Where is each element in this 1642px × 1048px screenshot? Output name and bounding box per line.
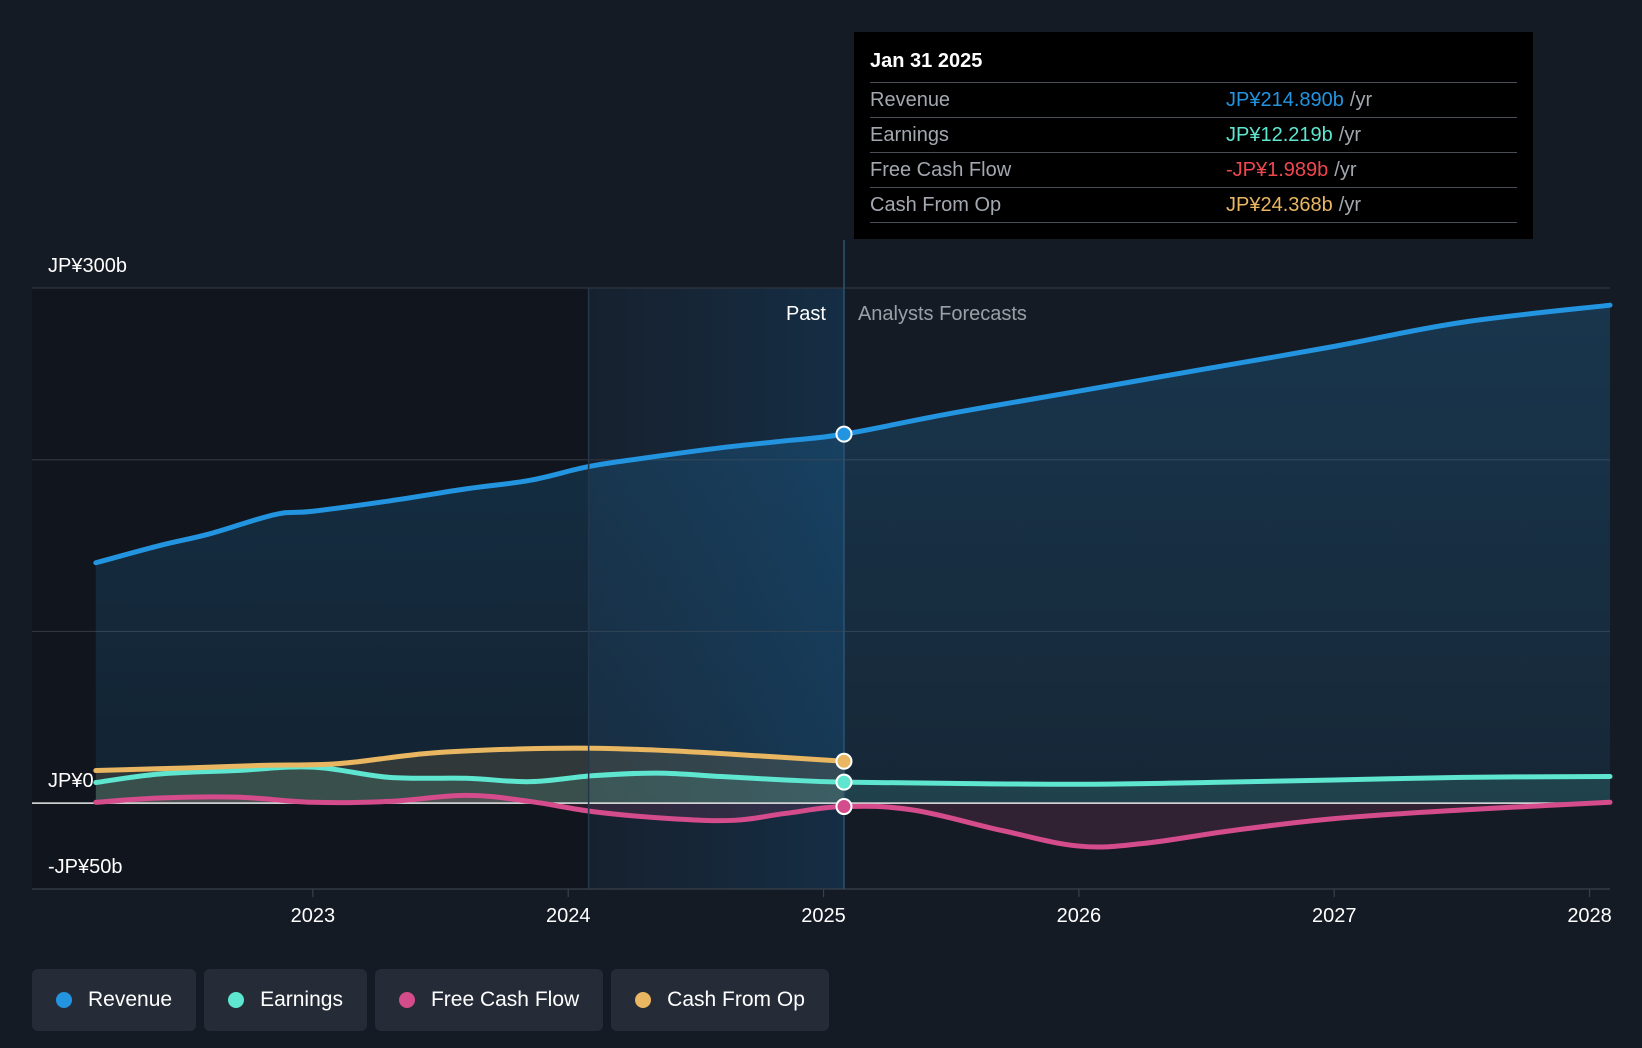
- legend: Revenue Earnings Free Cash Flow Cash Fro…: [32, 969, 829, 1031]
- legend-item-cash-from-op[interactable]: Cash From Op: [611, 969, 829, 1031]
- forecast-label: Analysts Forecasts: [858, 303, 1027, 325]
- tooltip-row-label: Cash From Op: [870, 194, 1002, 216]
- x-axis: 2023 2024 2025 2026 2027 2028: [291, 889, 1612, 927]
- tooltip-row-unit: /yr: [1349, 89, 1373, 111]
- tooltip-row-unit: /yr: [1338, 194, 1361, 216]
- tooltip-row-value: JP¥24.368b: [1226, 194, 1333, 216]
- series-lines: [93, 302, 1613, 850]
- revenue-marker[interactable]: [835, 425, 853, 443]
- cash-from-op-area: [95, 748, 844, 804]
- tooltip-row-value: JP¥214.890b: [1226, 89, 1344, 111]
- tooltip-date: Jan 31 2025: [870, 46, 1517, 83]
- free-cash-flow-area: [95, 795, 1610, 848]
- x-tick-label: 2028: [1567, 905, 1612, 927]
- tooltip-row-free-cash-flow: Free Cash Flow -JP¥1.989b /yr: [870, 153, 1517, 188]
- x-tick-label: 2025: [801, 905, 846, 927]
- revenue-line: [93, 302, 1613, 566]
- cash-from-op-marker[interactable]: [835, 752, 853, 770]
- tooltip-row-value: JP¥12.219b: [1226, 124, 1333, 146]
- revenue-dot-icon: [56, 992, 72, 1008]
- y-axis: JP¥300b JP¥0 -JP¥50b: [48, 255, 127, 878]
- past-label: Past: [786, 303, 826, 325]
- free-cash-flow-dot-icon: [398, 992, 415, 1008]
- legend-label: Earnings: [260, 988, 343, 1011]
- tooltip: Jan 31 2025 Revenue JP¥214.890b /yr Earn…: [854, 32, 1533, 239]
- legend-item-earnings[interactable]: Earnings: [204, 969, 367, 1031]
- tooltip-row-value: -JP¥1.989b: [1226, 159, 1329, 181]
- tooltip-row-revenue: Revenue JP¥214.890b /yr: [870, 83, 1517, 118]
- tooltip-row-unit: /yr: [1338, 124, 1361, 146]
- tooltip-row-earnings: Earnings JP¥12.219b /yr: [870, 118, 1517, 153]
- y-tick-label: JP¥300b: [48, 255, 127, 277]
- tooltip-row-unit: /yr: [1334, 159, 1357, 181]
- x-tick-label: 2023: [291, 905, 336, 927]
- legend-item-revenue[interactable]: Revenue: [32, 969, 197, 1031]
- series-areas: [95, 305, 1610, 848]
- y-tick-label: JP¥0: [48, 770, 94, 792]
- x-tick-label: 2024: [546, 905, 591, 927]
- cash-from-op-line: [93, 745, 847, 774]
- cash-from-op-dot-icon: [635, 992, 652, 1008]
- tooltip-row-cash-from-op: Cash From Op JP¥24.368b /yr: [870, 188, 1517, 223]
- hover-markers: [835, 425, 853, 816]
- x-tick-label: 2027: [1312, 905, 1357, 927]
- legend-label: Revenue: [88, 988, 173, 1011]
- free-cash-flow-marker[interactable]: [835, 798, 853, 816]
- earnings-dot-icon: [228, 992, 245, 1008]
- free-cash-flow-line: [93, 792, 1613, 850]
- tooltip-row-label: Revenue: [870, 89, 951, 111]
- legend-item-free-cash-flow[interactable]: Free Cash Flow: [374, 969, 604, 1031]
- y-tick-label: -JP¥50b: [48, 856, 123, 878]
- tooltip-row-label: Free Cash Flow: [870, 159, 1012, 181]
- earnings-marker[interactable]: [835, 773, 853, 791]
- legend-label: Cash From Op: [667, 988, 805, 1011]
- tooltip-row-label: Earnings: [870, 124, 949, 146]
- x-tick-label: 2026: [1057, 905, 1102, 927]
- legend-label: Free Cash Flow: [430, 988, 580, 1011]
- revenue-area: [95, 305, 1610, 804]
